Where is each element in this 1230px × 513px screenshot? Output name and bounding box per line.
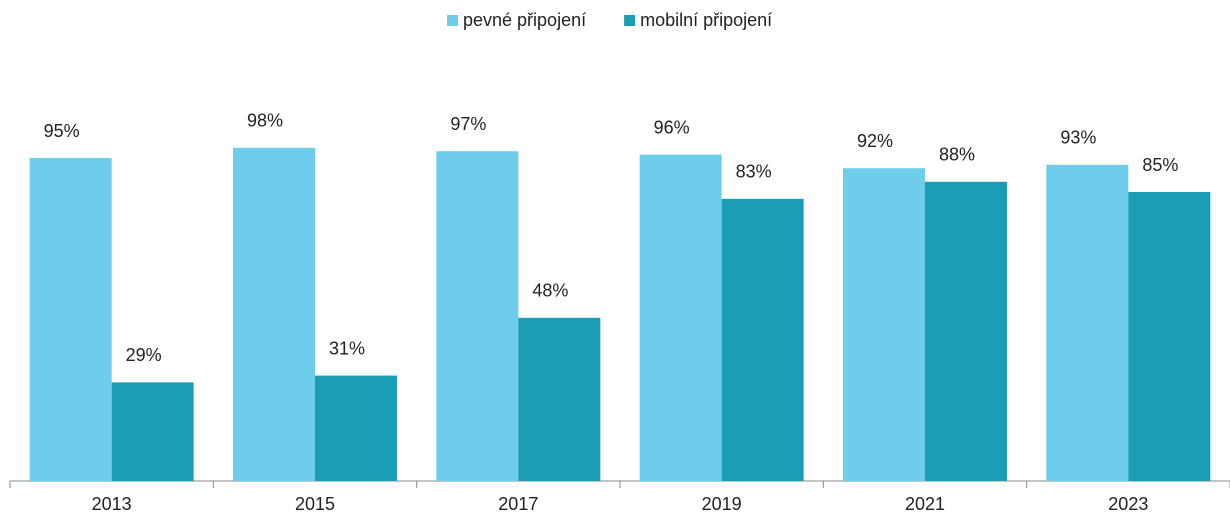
x-tick-label: 2019 xyxy=(702,494,742,513)
bar xyxy=(1046,164,1129,482)
bar xyxy=(843,168,925,481)
legend-label: pevné připojení xyxy=(463,10,586,30)
legend-swatch xyxy=(447,15,458,26)
data-label: 97% xyxy=(450,114,486,134)
data-label: 92% xyxy=(857,131,893,151)
x-tick-label: 2017 xyxy=(498,494,538,513)
x-tick-label: 2023 xyxy=(1108,494,1148,513)
data-label: 29% xyxy=(126,345,162,365)
data-label: 98% xyxy=(247,111,283,131)
bar xyxy=(925,181,1007,482)
x-tick-label: 2021 xyxy=(905,494,945,513)
data-label: 93% xyxy=(1060,128,1096,148)
legend-label: mobilní připojení xyxy=(640,10,772,30)
data-label: 31% xyxy=(329,338,365,358)
bar xyxy=(639,154,722,481)
bar xyxy=(721,198,804,482)
bar xyxy=(111,382,194,481)
bar xyxy=(233,147,315,482)
data-label: 88% xyxy=(939,145,975,165)
x-tick-label: 2013 xyxy=(92,494,132,513)
data-label: 96% xyxy=(654,117,690,137)
bar xyxy=(518,317,601,481)
data-label: 85% xyxy=(1142,155,1178,175)
bar xyxy=(29,158,112,481)
bar xyxy=(1128,192,1211,481)
bar xyxy=(436,151,519,481)
data-label: 83% xyxy=(736,162,772,182)
legend-swatch xyxy=(624,15,636,26)
bar xyxy=(315,375,397,481)
data-label: 48% xyxy=(532,281,568,301)
x-tick-label: 2015 xyxy=(295,494,335,513)
data-label: 95% xyxy=(44,121,80,141)
